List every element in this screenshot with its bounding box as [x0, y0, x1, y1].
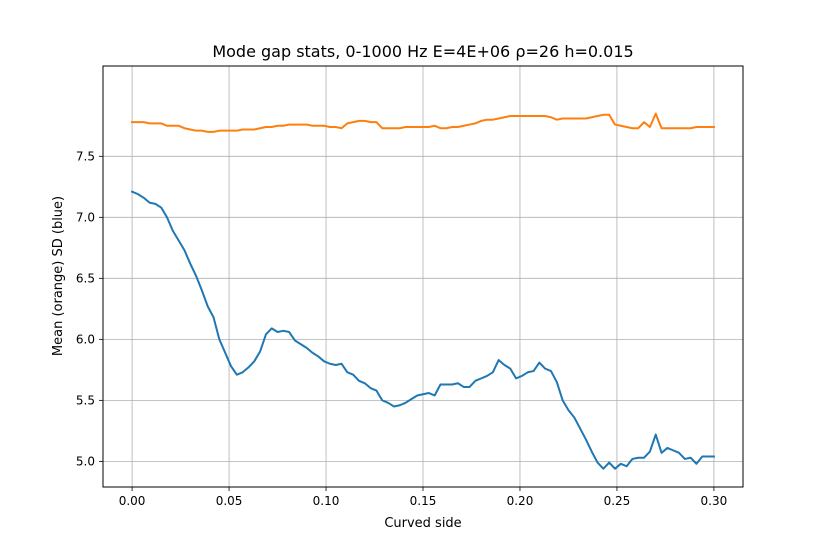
x-axis-ticks: 0.00 0.05 0.10 0.15 0.20 0.25 0.30 — [119, 487, 728, 508]
x-tick-label: 0.30 — [701, 494, 728, 508]
y-tick-label: 5.0 — [76, 454, 95, 468]
y-tick-label: 7.5 — [76, 149, 95, 163]
sd-series-line — [130, 190, 715, 470]
y-tick-label: 7.0 — [76, 210, 95, 224]
y-tick-label: 6.0 — [76, 332, 95, 346]
grid — [103, 66, 743, 487]
x-tick-label: 0.20 — [507, 494, 534, 508]
plot-lines — [130, 112, 715, 470]
y-axis-label: Mean (orange) SD (blue) — [51, 196, 66, 356]
x-axis-label: Curved side — [384, 516, 461, 531]
mean-series-line — [131, 112, 715, 133]
y-axis-ticks: 5.0 5.5 6.0 6.5 7.0 7.5 — [76, 149, 103, 468]
chart-title: Mode gap stats, 0-1000 Hz E=4E+06 ρ=26 h… — [212, 42, 633, 61]
x-tick-label: 0.05 — [216, 494, 243, 508]
y-tick-label: 6.5 — [76, 271, 95, 285]
x-tick-label: 0.00 — [119, 494, 146, 508]
y-tick-label: 5.5 — [76, 393, 95, 407]
x-tick-label: 0.25 — [604, 494, 631, 508]
x-tick-label: 0.15 — [410, 494, 437, 508]
x-tick-label: 0.10 — [313, 494, 340, 508]
